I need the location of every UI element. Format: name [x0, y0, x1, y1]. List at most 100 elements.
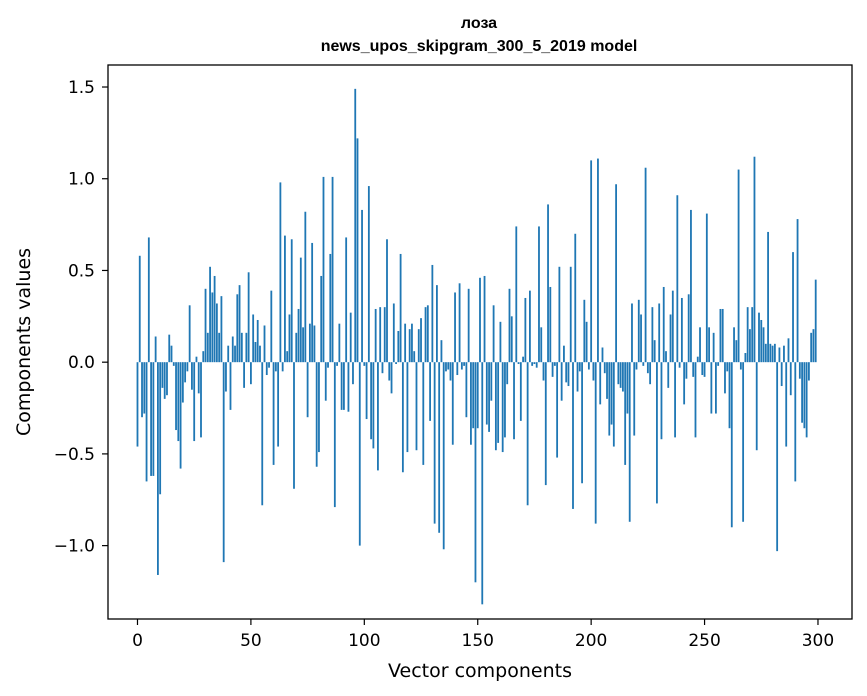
bar — [383, 307, 386, 363]
bar — [442, 362, 445, 550]
bar — [497, 362, 500, 443]
bar — [143, 362, 146, 414]
bar — [676, 195, 679, 363]
bar — [694, 362, 697, 438]
bar — [147, 237, 150, 363]
bar — [308, 323, 311, 363]
bar — [370, 362, 373, 440]
bar — [644, 167, 647, 363]
bar — [538, 226, 540, 363]
x-tick-label: 0 — [132, 631, 143, 651]
bar — [322, 176, 325, 363]
bar — [395, 362, 397, 365]
bar — [780, 362, 783, 387]
bar — [361, 209, 363, 363]
bar — [549, 286, 552, 363]
bar — [742, 362, 745, 522]
bar — [166, 362, 168, 396]
bar — [758, 312, 760, 363]
bar — [522, 356, 524, 363]
bar — [288, 314, 291, 363]
bar — [597, 158, 599, 363]
bar — [141, 362, 143, 418]
bar — [721, 308, 724, 363]
y-tick-label: 0.0 — [68, 353, 95, 373]
bar — [279, 182, 282, 363]
bar — [612, 362, 615, 447]
bar — [392, 303, 395, 363]
bar — [236, 294, 239, 363]
bar — [438, 362, 441, 533]
bar — [202, 351, 205, 363]
bar — [358, 362, 361, 546]
bar — [150, 362, 152, 476]
bar — [488, 362, 490, 432]
bar — [735, 340, 738, 363]
bar — [671, 290, 674, 363]
bar — [215, 303, 218, 363]
bar — [558, 266, 561, 363]
y-tick-label: 1.5 — [68, 78, 95, 98]
bar — [776, 362, 779, 552]
bar — [281, 362, 284, 372]
bar — [472, 362, 475, 429]
chart-subtitle: news_upos_skipgram_300_5_2019 model — [321, 38, 638, 55]
y-axis-label: Components values — [13, 248, 35, 436]
bar — [436, 285, 438, 363]
bar — [737, 169, 740, 363]
x-tick-label: 250 — [688, 631, 720, 651]
bar — [315, 362, 318, 467]
bar — [372, 362, 375, 449]
bar — [161, 362, 164, 388]
bar — [345, 237, 348, 363]
bar — [397, 330, 400, 363]
bar — [431, 264, 434, 363]
bar — [792, 252, 794, 363]
bar — [662, 286, 665, 363]
bar — [710, 362, 713, 414]
bar — [365, 362, 368, 420]
bar — [533, 362, 536, 365]
bar — [603, 362, 606, 374]
bar — [234, 345, 236, 363]
bar — [195, 356, 198, 363]
bar — [803, 362, 806, 429]
bar — [338, 323, 341, 363]
bar — [574, 233, 577, 363]
bar — [674, 362, 676, 438]
bar — [699, 327, 701, 363]
bar — [429, 362, 431, 421]
bar — [690, 209, 692, 363]
bar — [467, 288, 470, 363]
bar — [463, 362, 466, 366]
bar — [783, 345, 785, 363]
chart-title: лоза — [461, 15, 497, 32]
bar — [494, 362, 497, 451]
bar — [247, 272, 250, 363]
bar — [814, 279, 817, 363]
bar — [284, 235, 286, 363]
bar — [708, 327, 710, 363]
bar — [388, 362, 391, 381]
bar — [458, 283, 461, 363]
bar — [170, 345, 173, 363]
bar — [265, 362, 268, 376]
bar — [340, 362, 343, 410]
bar — [753, 156, 756, 363]
bar — [200, 362, 202, 438]
x-tick-label: 200 — [575, 631, 607, 651]
bar — [649, 362, 652, 385]
bar — [451, 362, 454, 445]
bar — [769, 343, 772, 363]
bar — [379, 307, 382, 363]
bar — [744, 353, 747, 363]
bar — [227, 345, 230, 363]
bar — [222, 362, 225, 563]
bar — [628, 362, 631, 522]
bar — [302, 327, 304, 363]
bar — [138, 255, 141, 363]
bar — [635, 362, 638, 370]
bar — [540, 327, 543, 363]
bar — [374, 308, 377, 363]
bar — [762, 327, 765, 363]
